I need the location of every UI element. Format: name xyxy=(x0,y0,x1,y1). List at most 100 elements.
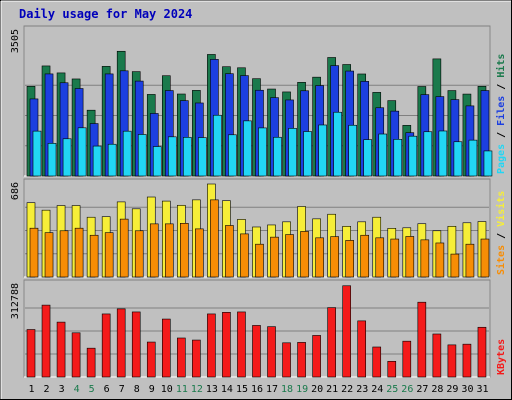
bar-pages-day-8 xyxy=(137,134,147,177)
bar-pages-day-4 xyxy=(77,127,87,177)
bar-pages-day-23 xyxy=(363,139,373,177)
x-tick-label: 6 xyxy=(104,384,110,395)
bar-sites-day-3 xyxy=(59,230,69,278)
bar-pages-day-31 xyxy=(483,150,493,177)
bar-pages-day-5 xyxy=(92,145,102,177)
legend-hits: Hits xyxy=(495,54,507,78)
bar-sites-day-14 xyxy=(225,225,234,278)
bar-kbytes-day-13 xyxy=(207,313,216,378)
bar-pages-day-11 xyxy=(183,137,192,177)
bar-pages-day-16 xyxy=(258,127,267,177)
x-tick-label: 31 xyxy=(476,384,488,395)
bar-kbytes-day-12 xyxy=(192,339,201,378)
bar-kbytes-day-18 xyxy=(282,342,291,378)
bar-sites-day-22 xyxy=(345,240,354,278)
x-tick-label: 10 xyxy=(161,384,173,395)
bar-kbytes-day-10 xyxy=(161,318,171,378)
x-tick-label: 19 xyxy=(296,384,308,395)
bar-pages-day-10 xyxy=(167,136,177,177)
bar-kbytes-day-31 xyxy=(477,326,487,378)
bar-pages-day-29 xyxy=(453,141,463,177)
x-tick-label: 30 xyxy=(461,384,473,395)
legend: Sites / Visits xyxy=(495,191,507,275)
bar-sites-day-11 xyxy=(180,223,189,278)
legend-separator: / xyxy=(496,78,507,96)
legend-kbytes: KBytes xyxy=(496,339,507,375)
bar-pages-day-21 xyxy=(333,111,342,177)
bar-sites-day-6 xyxy=(104,232,114,278)
bar-sites-day-29 xyxy=(450,253,460,278)
bar-pages-day-19 xyxy=(303,131,312,177)
bar-kbytes-day-7 xyxy=(116,308,126,378)
bar-sites-day-1 xyxy=(29,227,39,278)
x-tick-label: 29 xyxy=(446,384,458,395)
bar-pages-day-26 xyxy=(408,135,418,177)
x-tick-label: 13 xyxy=(206,384,218,395)
x-tick-label: 18 xyxy=(281,384,293,395)
bar-sites-day-16 xyxy=(255,243,264,278)
bar-sites-day-24 xyxy=(375,237,385,278)
bar-pages-day-14 xyxy=(228,134,237,177)
legend: Pages / Files / Hits xyxy=(495,54,507,174)
bar-sites-day-27 xyxy=(420,239,430,278)
x-tick-label: 17 xyxy=(266,384,278,395)
bar-kbytes-day-17 xyxy=(267,326,276,378)
bar-kbytes-day-30 xyxy=(462,343,472,378)
bar-kbytes-day-19 xyxy=(297,342,306,378)
bar-kbytes-day-4 xyxy=(71,332,81,378)
bar-pages-day-1 xyxy=(32,130,42,177)
ymax-label: 312788 xyxy=(10,283,21,319)
x-tick-label: 3 xyxy=(59,384,65,395)
bar-kbytes-day-25 xyxy=(387,360,397,378)
x-tick-label: 4 xyxy=(74,384,80,395)
bar-pages-day-7 xyxy=(122,130,132,177)
bar-sites-day-19 xyxy=(300,231,309,278)
bar-sites-day-26 xyxy=(405,236,415,278)
bar-pages-day-2 xyxy=(47,143,57,177)
x-tick-label: 9 xyxy=(149,384,155,395)
bar-pages-day-20 xyxy=(318,124,327,177)
bar-sites-day-8 xyxy=(134,230,144,278)
bar-kbytes-day-9 xyxy=(146,341,156,378)
legend-text: Pages / Files / Hits xyxy=(495,54,507,174)
ymax-label: 3505 xyxy=(10,29,21,53)
x-tick-label: 28 xyxy=(431,384,443,395)
chart-title: Daily usage for May 2024 xyxy=(19,7,192,21)
bar-kbytes-day-11 xyxy=(177,337,186,378)
x-tick-label: 7 xyxy=(119,384,125,395)
legend-sites: Sites xyxy=(495,245,507,275)
bar-kbytes-day-1 xyxy=(26,329,36,378)
bar-kbytes-day-20 xyxy=(312,335,321,378)
bar-kbytes-day-28 xyxy=(432,333,442,378)
bar-sites-day-5 xyxy=(89,234,99,278)
bar-kbytes-day-15 xyxy=(237,311,246,378)
x-tick-label: 20 xyxy=(311,384,323,395)
x-tick-label: 16 xyxy=(251,384,263,395)
bar-sites-day-17 xyxy=(270,236,279,278)
bar-sites-day-23 xyxy=(360,234,370,278)
bar-pages-day-30 xyxy=(468,139,478,177)
x-tick-label: 5 xyxy=(89,384,95,395)
bar-sites-day-18 xyxy=(285,234,294,278)
bars xyxy=(26,50,493,177)
legend-text: Sites / Visits xyxy=(495,191,507,275)
panel-visits_sites: 686 Sites / Visits xyxy=(10,178,507,278)
series-sites xyxy=(29,199,490,278)
bar-pages-day-6 xyxy=(107,143,117,177)
bars xyxy=(26,285,487,378)
bar-pages-day-13 xyxy=(213,114,222,177)
bar-kbytes-day-22 xyxy=(342,285,351,378)
bar-sites-day-10 xyxy=(164,223,174,278)
bar-kbytes-day-26 xyxy=(402,340,412,378)
x-axis-labels: 1 2 3 4 5 6 7 8 9 10 11 12 13 14 15 16 17 18 19 20 21 22 23 24 2… xyxy=(29,384,489,395)
x-tick-label: 27 xyxy=(416,384,428,395)
bar-kbytes-day-2 xyxy=(41,304,51,378)
ymax-label: 686 xyxy=(10,182,21,200)
chart-panels: 3505 Pages / Files / Hits 686 Sites / Visit… xyxy=(10,25,507,378)
bar-pages-day-25 xyxy=(393,139,403,177)
bar-kbytes-day-3 xyxy=(56,321,66,378)
bars xyxy=(26,183,490,278)
bar-kbytes-day-8 xyxy=(131,311,141,378)
bar-sites-day-30 xyxy=(465,243,475,278)
